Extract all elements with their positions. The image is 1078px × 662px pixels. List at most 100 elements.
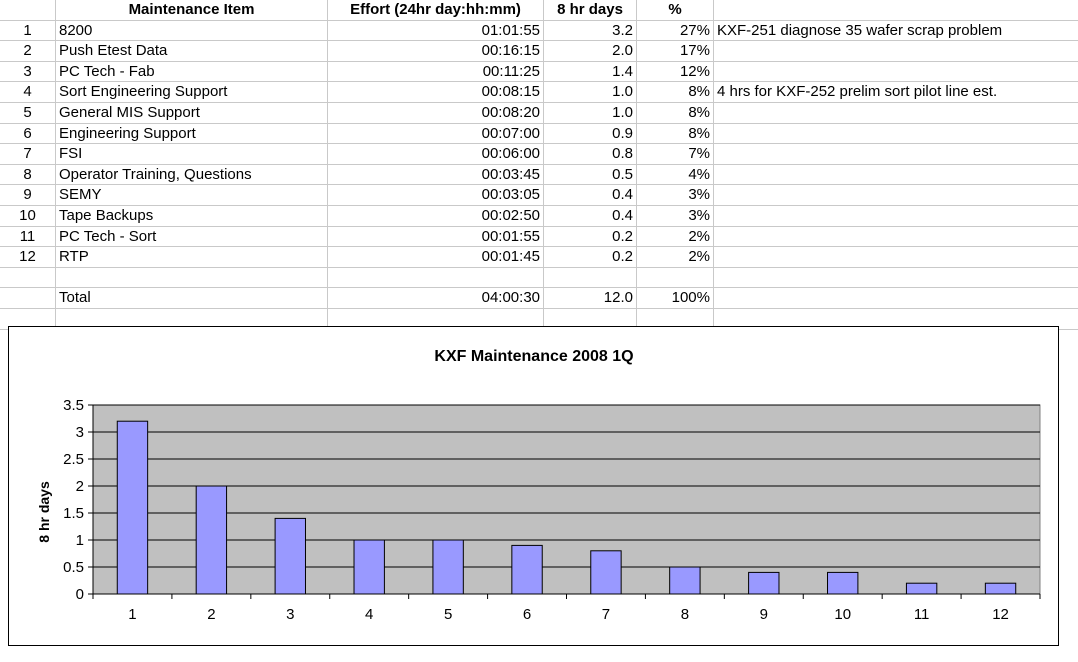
item-name-cell[interactable]: Engineering Support — [56, 123, 328, 145]
row-number-cell[interactable]: 8 — [0, 164, 56, 186]
table-row — [0, 267, 1078, 289]
comment-cell[interactable] — [714, 185, 1078, 206]
row-number-cell[interactable]: 9 — [0, 185, 56, 206]
effort-time-cell[interactable]: 00:02:50 — [328, 206, 544, 227]
percent-value-cell[interactable]: 8% — [637, 82, 714, 103]
header-effort[interactable]: Effort (24hr day:hh:mm) — [328, 0, 544, 21]
percent-value-cell[interactable]: 12% — [637, 61, 714, 83]
percent-value-cell[interactable]: 3% — [637, 206, 714, 227]
percent-value-cell[interactable]: 17% — [637, 41, 714, 62]
days-value-cell[interactable]: 1.4 — [544, 61, 637, 83]
item-name-cell[interactable]: Total — [56, 288, 328, 309]
days-value-cell[interactable]: 1.0 — [544, 103, 637, 124]
bar — [274, 517, 306, 595]
comment-cell[interactable]: 4 hrs for KXF-252 prelim sort pilot line… — [714, 82, 1078, 103]
percent-value-cell[interactable] — [637, 267, 714, 289]
row-number-cell[interactable]: 1 — [0, 20, 56, 42]
percent-value-cell[interactable]: 4% — [637, 164, 714, 186]
effort-time-cell[interactable]: 00:03:45 — [328, 164, 544, 186]
item-name-cell[interactable]: 8200 — [56, 20, 328, 42]
row-number-cell[interactable]: 11 — [0, 226, 56, 248]
table-row: 7 FSI 00:06:00 0.8 7% — [0, 144, 1078, 165]
days-value-cell[interactable] — [544, 267, 637, 289]
row-number-cell[interactable]: 10 — [0, 206, 56, 227]
item-name-cell[interactable]: RTP — [56, 247, 328, 268]
effort-time-cell[interactable]: 01:01:55 — [328, 20, 544, 42]
effort-time-cell[interactable]: 00:11:25 — [328, 61, 544, 83]
comment-cell[interactable] — [714, 165, 1078, 186]
effort-time-cell[interactable]: 00:08:15 — [328, 82, 544, 103]
header-percent[interactable]: % — [637, 0, 714, 21]
header-8hr-days[interactable]: 8 hr days — [544, 0, 637, 21]
days-value-cell[interactable]: 2.0 — [544, 41, 637, 62]
effort-time-cell[interactable] — [328, 267, 544, 289]
comment-cell[interactable]: KXF-251 diagnose 35 wafer scrap problem — [714, 21, 1078, 42]
item-name-cell[interactable]: General MIS Support — [56, 103, 328, 124]
row-number-cell[interactable]: 4 — [0, 82, 56, 103]
effort-time-cell[interactable]: 04:00:30 — [328, 288, 544, 309]
item-name-cell[interactable]: Operator Training, Questions — [56, 164, 328, 186]
item-name-cell[interactable]: SEMY — [56, 185, 328, 206]
item-name-cell[interactable]: FSI — [56, 144, 328, 165]
percent-value-cell[interactable]: 3% — [637, 185, 714, 206]
row-number-cell[interactable] — [0, 288, 56, 309]
comment-cell[interactable] — [714, 288, 1078, 309]
percent-value-cell[interactable]: 2% — [637, 226, 714, 248]
item-name-cell[interactable]: PC Tech - Fab — [56, 61, 328, 83]
row-number-cell[interactable] — [0, 267, 56, 289]
percent-value-cell[interactable]: 8% — [637, 103, 714, 124]
percent-value-cell[interactable]: 100% — [637, 288, 714, 309]
effort-time-cell[interactable]: 00:06:00 — [328, 144, 544, 165]
days-value-cell[interactable]: 0.5 — [544, 164, 637, 186]
days-value-cell[interactable]: 0.2 — [544, 247, 637, 268]
row-number-cell[interactable]: 6 — [0, 123, 56, 145]
comment-cell[interactable] — [714, 247, 1078, 268]
effort-time-cell[interactable]: 00:01:45 — [328, 247, 544, 268]
y-tick-label: 1.5 — [63, 505, 84, 522]
table-row: 11 PC Tech - Sort 00:01:55 0.2 2% — [0, 226, 1078, 248]
row-number-cell[interactable]: 12 — [0, 247, 56, 268]
percent-value-cell[interactable]: 2% — [637, 247, 714, 268]
comment-cell[interactable] — [714, 206, 1078, 227]
comment-cell[interactable] — [714, 41, 1078, 62]
item-name-cell[interactable]: Tape Backups — [56, 206, 328, 227]
item-name-cell[interactable]: Push Etest Data — [56, 41, 328, 62]
days-value-cell[interactable]: 0.2 — [544, 226, 637, 248]
percent-value-cell[interactable]: 8% — [637, 123, 714, 145]
row-number-cell[interactable]: 7 — [0, 144, 56, 165]
days-value-cell[interactable]: 12.0 — [544, 288, 637, 309]
days-value-cell[interactable]: 0.8 — [544, 144, 637, 165]
days-value-cell[interactable]: 0.9 — [544, 123, 637, 145]
comment-cell[interactable] — [714, 144, 1078, 165]
effort-time-cell[interactable]: 00:01:55 — [328, 226, 544, 248]
row-number-cell[interactable]: 2 — [0, 41, 56, 62]
effort-time-cell[interactable]: 00:03:05 — [328, 185, 544, 206]
effort-time-cell[interactable]: 00:08:20 — [328, 103, 544, 124]
y-axis-label: 8 hr days — [36, 481, 52, 543]
item-name-cell[interactable]: Sort Engineering Support — [56, 82, 328, 103]
header-maintenance-item[interactable]: Maintenance Item — [56, 0, 328, 21]
comment-cell[interactable] — [714, 124, 1078, 145]
table-row: 3 PC Tech - Fab 00:11:25 1.4 12% — [0, 61, 1078, 83]
header-cell[interactable] — [714, 0, 1078, 21]
comment-cell[interactable] — [714, 103, 1078, 124]
days-value-cell[interactable]: 0.4 — [544, 206, 637, 227]
comment-cell[interactable] — [714, 268, 1078, 289]
comment-cell[interactable] — [714, 62, 1078, 83]
effort-time-cell[interactable]: 00:07:00 — [328, 123, 544, 145]
header-cell[interactable] — [0, 0, 56, 21]
percent-value-cell[interactable]: 27% — [637, 20, 714, 42]
days-value-cell[interactable]: 3.2 — [544, 20, 637, 42]
days-value-cell[interactable]: 0.4 — [544, 185, 637, 206]
y-tick-label: 0 — [76, 586, 84, 603]
y-tick-label: 3.5 — [63, 397, 84, 414]
item-name-cell[interactable] — [56, 267, 328, 289]
percent-value-cell[interactable]: 7% — [637, 144, 714, 165]
comment-cell[interactable] — [714, 227, 1078, 248]
effort-time-cell[interactable]: 00:16:15 — [328, 41, 544, 62]
days-value-cell[interactable]: 1.0 — [544, 82, 637, 103]
row-number-cell[interactable]: 5 — [0, 103, 56, 124]
item-name-cell[interactable]: PC Tech - Sort — [56, 226, 328, 248]
chart[interactable]: KXF Maintenance 2008 1Q 8 hr days 0 0.5 1 1… — [8, 326, 1059, 646]
row-number-cell[interactable]: 3 — [0, 61, 56, 83]
